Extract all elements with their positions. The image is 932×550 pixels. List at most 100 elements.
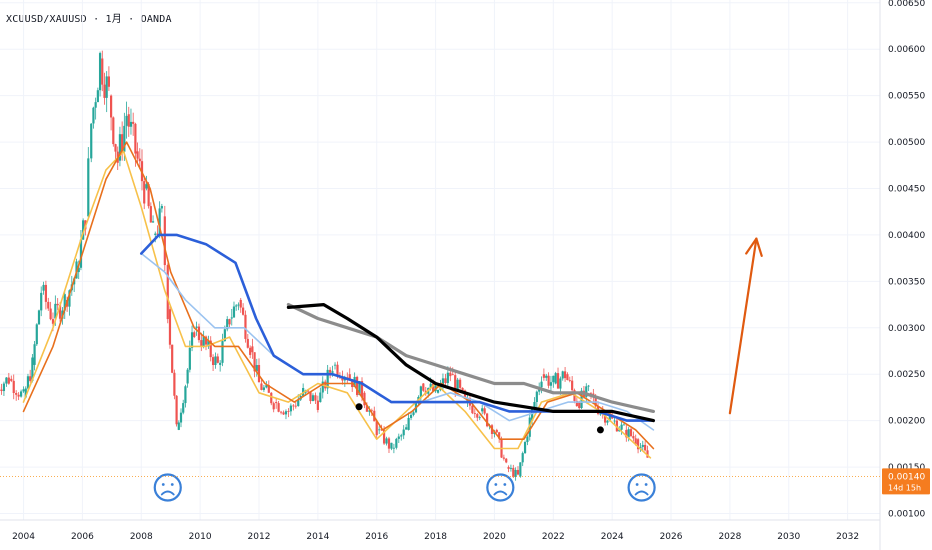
arrow-head-1 — [745, 237, 758, 255]
x-tick-label: 2018 — [424, 532, 447, 542]
x-tick-label: 2020 — [483, 532, 506, 542]
candle-body — [314, 395, 317, 401]
candle-body — [173, 372, 176, 396]
candle-body — [244, 314, 247, 339]
y-tick-label: 0.00150 — [888, 463, 925, 473]
candle-body — [622, 424, 626, 426]
candle-body — [519, 462, 522, 477]
sad-face-circle — [153, 473, 182, 502]
candle-body — [277, 403, 280, 412]
candle-body — [105, 76, 108, 98]
candle-body — [82, 220, 85, 240]
x-tick-label: 2010 — [189, 532, 212, 542]
candle-body — [77, 267, 80, 273]
candle-body — [419, 386, 422, 397]
candle-body — [507, 467, 510, 469]
candle-body — [114, 144, 117, 152]
candle-body — [5, 377, 8, 384]
candle-body — [629, 429, 633, 437]
candle-body — [90, 123, 93, 159]
candle-body — [242, 307, 245, 315]
candle-body — [316, 400, 319, 410]
candle-body — [107, 76, 110, 87]
candle-body — [348, 374, 351, 380]
ma-line-4 — [286, 303, 655, 413]
candle-body — [149, 206, 152, 223]
candle-body — [163, 216, 166, 266]
candle-body — [392, 447, 395, 449]
x-tick-label: 2012 — [248, 532, 271, 542]
candle-body — [542, 374, 545, 378]
candle-body — [402, 429, 405, 436]
candle-body — [446, 372, 449, 384]
candle-body — [29, 376, 32, 381]
candle-body — [378, 429, 381, 431]
y-axis-bg — [880, 0, 932, 550]
sad-face-icon — [486, 473, 515, 502]
candle-body — [409, 414, 413, 418]
candle-body — [40, 292, 43, 311]
candle-body — [521, 453, 524, 463]
candle-body — [400, 435, 403, 437]
candle-body — [112, 117, 115, 145]
candle-body — [221, 341, 224, 363]
candle-body — [385, 438, 388, 444]
candle-body — [549, 382, 553, 386]
candle-body — [204, 336, 208, 345]
candle-body — [54, 303, 57, 319]
candle-body — [251, 346, 254, 353]
sad-face-mouth — [634, 490, 649, 496]
candle-body — [531, 408, 534, 421]
candle-body — [195, 326, 198, 328]
candle-body — [451, 374, 454, 376]
sad-face-circle — [627, 473, 656, 502]
candle-body — [127, 114, 130, 127]
candle-body — [193, 332, 196, 338]
candle-body — [226, 319, 229, 330]
candle-body — [634, 438, 637, 445]
candle-body — [134, 123, 137, 154]
ma-line-5 — [286, 303, 655, 423]
sad-face-icon — [627, 473, 656, 502]
annotations — [153, 237, 763, 502]
candle-body — [471, 405, 474, 414]
candle-body — [324, 381, 327, 389]
candle-body — [641, 444, 644, 447]
candle-body — [502, 457, 505, 459]
candle-body — [554, 373, 557, 384]
candle-body — [289, 405, 292, 412]
candle-body — [282, 412, 285, 415]
candle-body — [528, 417, 531, 437]
candle-body — [608, 416, 611, 421]
candle-body — [436, 389, 440, 393]
candle-body — [309, 391, 312, 402]
candle-body — [239, 299, 242, 308]
y-tick-label: 0.00450 — [888, 185, 925, 195]
candle-body — [326, 369, 329, 389]
candle-body — [168, 309, 172, 345]
candle-body — [407, 417, 410, 430]
candle-body — [87, 158, 90, 217]
candle-body — [19, 391, 23, 397]
candle-body — [523, 442, 527, 454]
candle-body — [535, 391, 538, 402]
candle-body — [512, 467, 515, 477]
candle-body — [356, 376, 359, 396]
candle-body — [336, 364, 339, 376]
candle-body — [147, 184, 150, 207]
candle-body — [297, 399, 300, 407]
candle-body — [620, 424, 623, 430]
candle-body — [478, 417, 481, 419]
candle-body — [125, 115, 128, 126]
candle-body — [156, 233, 159, 235]
candle-body — [257, 365, 261, 383]
candle-body — [31, 357, 34, 381]
moving-averages — [22, 141, 655, 459]
candle-body — [358, 381, 361, 396]
sad-face-eye — [161, 483, 165, 486]
candle-body — [200, 340, 203, 347]
sad-face-icon — [153, 473, 182, 502]
candle-body — [341, 377, 344, 381]
